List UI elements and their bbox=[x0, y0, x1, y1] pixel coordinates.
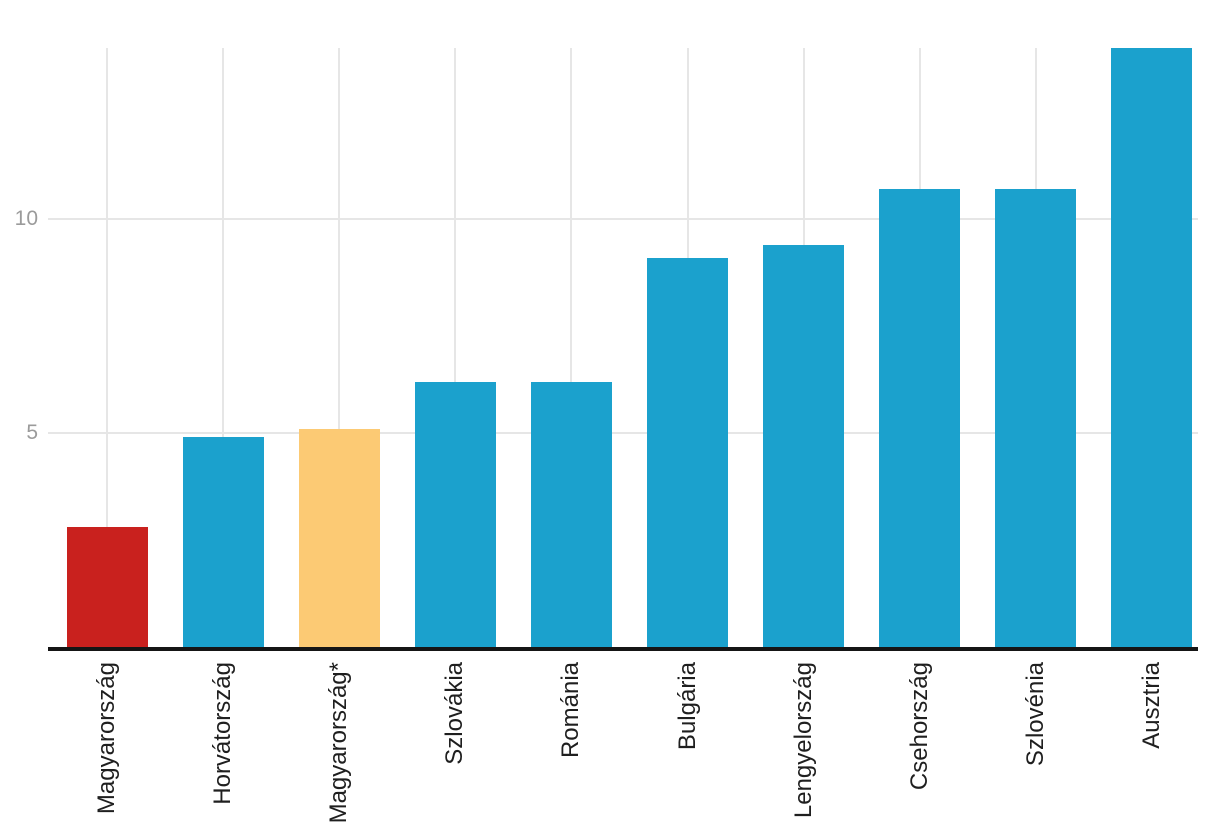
y-tick-label: 10 bbox=[14, 207, 38, 230]
x-tick-label: Horvátország bbox=[209, 662, 236, 805]
x-tick-label: Bulgária bbox=[674, 662, 701, 751]
bar bbox=[415, 382, 496, 647]
bar bbox=[995, 189, 1076, 647]
x-axis-line bbox=[48, 647, 1198, 651]
bar bbox=[67, 527, 148, 647]
x-tick-label: Ausztria bbox=[1138, 662, 1165, 749]
vertical-gridline bbox=[338, 48, 340, 647]
vertical-gridline bbox=[222, 48, 224, 647]
bar bbox=[1111, 48, 1192, 647]
vertical-gridline bbox=[570, 48, 572, 647]
vertical-gridline bbox=[106, 48, 108, 647]
x-tick-label: Szlovákia bbox=[441, 662, 468, 765]
vertical-gridline bbox=[454, 48, 456, 647]
bar bbox=[763, 245, 844, 647]
y-tick-label: 5 bbox=[26, 421, 38, 444]
x-tick-label: Szlovénia bbox=[1022, 662, 1049, 767]
bar bbox=[183, 437, 264, 647]
horizontal-gridline bbox=[48, 432, 1198, 434]
bar bbox=[531, 382, 612, 647]
horizontal-gridline bbox=[48, 218, 1198, 220]
bar bbox=[647, 258, 728, 647]
bar bbox=[299, 429, 380, 647]
x-tick-label: Románia bbox=[557, 662, 584, 759]
x-tick-label: Magyarország bbox=[93, 662, 120, 815]
bar bbox=[879, 189, 960, 647]
x-tick-label: Magyarország* bbox=[325, 662, 352, 824]
x-tick-label: Csehország bbox=[906, 662, 933, 791]
x-tick-label: Lengyelország bbox=[790, 662, 817, 819]
